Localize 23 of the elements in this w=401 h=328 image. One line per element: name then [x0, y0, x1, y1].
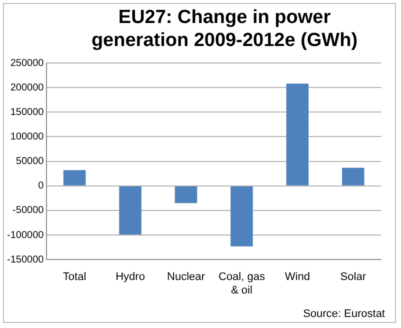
y-tick-label: 50000: [16, 156, 44, 168]
bar: [342, 168, 364, 186]
y-tick-label: 200000: [10, 82, 44, 94]
bar: [119, 186, 142, 235]
bar: [63, 170, 86, 186]
bar: [230, 186, 253, 246]
x-tick-label: Nuclear: [167, 271, 206, 284]
y-tick-label: 0: [38, 180, 44, 192]
y-tick-label: 100000: [10, 131, 44, 142]
x-tick-label: Wind: [284, 271, 310, 284]
chart-title: EU27: Change in power generation 2009-2012e (GWh): [90, 6, 359, 52]
y-tick-label: 150000: [10, 106, 44, 118]
bar: [286, 84, 309, 186]
x-tick-label: Coal, gas & oil: [218, 271, 266, 296]
x-tick-label: Hydro: [116, 271, 145, 284]
y-tick-label: 250000: [10, 58, 44, 69]
y-tick-label: -100000: [6, 230, 44, 241]
bar: [174, 186, 198, 204]
y-tick-label: -50000: [12, 205, 44, 216]
y-tick-label: -150000: [6, 254, 44, 266]
source-note: Source: Eurostat: [303, 308, 385, 320]
x-tick-label: Solar: [340, 271, 366, 284]
x-tick-label: Total: [62, 271, 86, 284]
